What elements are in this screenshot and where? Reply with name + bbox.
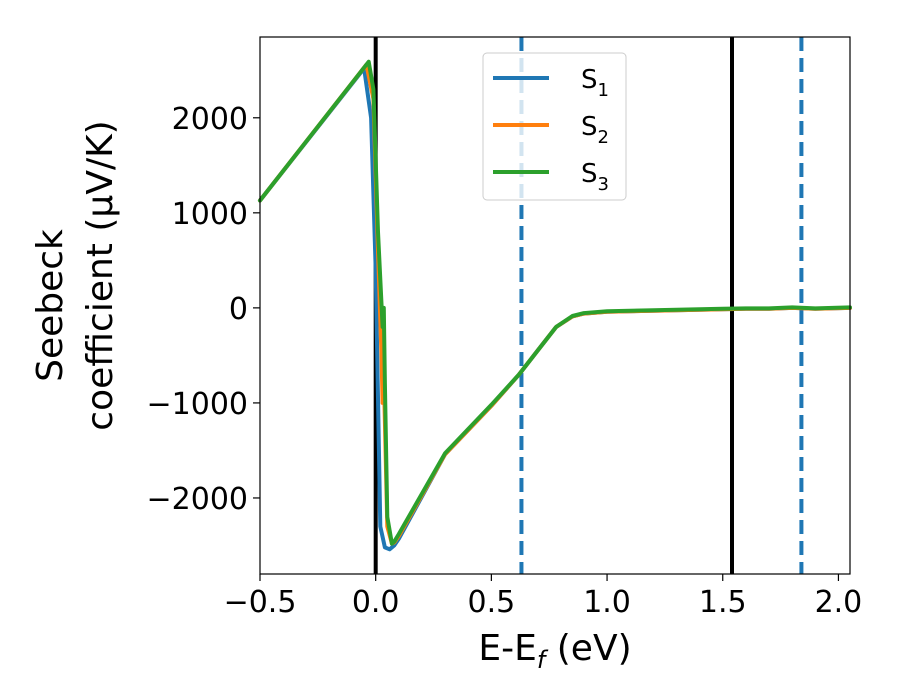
- x-axis-label-unit: (eV): [545, 628, 631, 669]
- x-axis-ticks: −0.5 0.0 0.5 1.0 1.5 2.0: [224, 574, 863, 620]
- y-axis-label: Seebeck coefficient (μV/K): [30, 120, 121, 430]
- legend-label-1: S1: [581, 65, 609, 101]
- x-tick-label: 1.0: [583, 585, 631, 620]
- x-tick-label: 2.0: [815, 585, 863, 620]
- y-tick-label: −1000: [147, 387, 248, 422]
- legend-label-2: S2: [581, 112, 609, 148]
- y-tick-label: 2000: [172, 102, 248, 137]
- y-tick-label: 1000: [172, 197, 248, 232]
- legend: S1 S2 S3: [482, 52, 627, 201]
- x-axis-label: E-Ef (eV): [478, 628, 631, 674]
- series-lines: [258, 59, 852, 552]
- y-tick-label: −2000: [147, 482, 248, 517]
- plot-frame: [259, 36, 851, 575]
- x-tick-label: −0.5: [224, 585, 297, 620]
- y-axis-label-line2: coefficient (μV/K): [80, 120, 121, 430]
- x-axis-label-main: E-E: [478, 628, 536, 669]
- y-axis-label-line1: Seebeck: [30, 229, 71, 382]
- x-tick-label: 1.5: [699, 585, 747, 620]
- legend-label-3: S3: [581, 159, 609, 195]
- y-axis-ticks: −2000 −1000 0 1000 2000: [147, 102, 260, 517]
- x-tick-label: 0.5: [468, 585, 516, 620]
- series-line-3: [258, 59, 852, 546]
- x-tick-label: 0.0: [352, 585, 400, 620]
- y-tick-label: 0: [229, 292, 248, 327]
- legend-box: [482, 52, 627, 201]
- legend-items: S1 S2 S3: [493, 65, 609, 195]
